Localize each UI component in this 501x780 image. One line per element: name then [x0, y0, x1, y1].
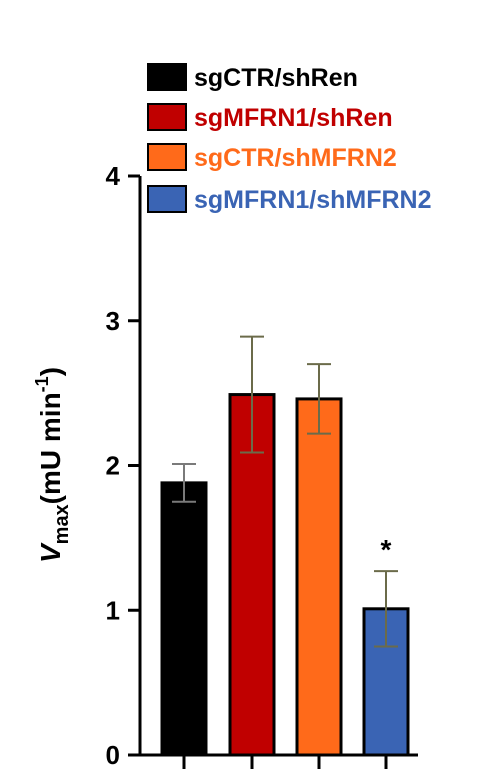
x-ticks — [182, 755, 388, 769]
ylabel-sub: max — [51, 504, 73, 544]
legend-item: sgCTR/shMFRN2 — [147, 143, 397, 172]
legend-label: sgCTR/shRen — [194, 64, 358, 92]
bars — [160, 393, 410, 757]
y-axis-label: Vmax(mU min-1) — [32, 367, 73, 563]
legend-label: sgMFRN1/shRen — [194, 104, 393, 132]
legend-item: sgCTR/shRen — [147, 63, 358, 92]
legend-item: sgMFRN1/shRen — [147, 103, 393, 132]
significance-marks: * — [381, 534, 392, 565]
y-ticks: 0 1 2 3 4 — [106, 161, 140, 770]
y-tick-label: 0 — [106, 740, 120, 770]
ylabel-rest: (mU min — [35, 392, 66, 504]
error-bar — [172, 463, 196, 503]
y-tick-label: 4 — [106, 161, 121, 191]
y-tick-label: 2 — [106, 451, 120, 481]
legend-swatch — [147, 143, 187, 171]
y-tick-label: 1 — [106, 595, 120, 625]
legend-swatch — [147, 63, 187, 91]
legend-label: sgCTR/shMFRN2 — [194, 144, 397, 172]
ylabel-close: ) — [35, 367, 66, 376]
legend-item: sgMFRN1/shMFRN2 — [147, 185, 432, 214]
ylabel-sup: -1 — [32, 376, 52, 392]
error-bar — [307, 363, 331, 435]
significance-mark: * — [381, 534, 392, 565]
error-bars — [172, 335, 398, 648]
legend-label: sgMFRN1/shMFRN2 — [194, 186, 432, 214]
y-tick-label: 3 — [106, 306, 120, 336]
legend-swatch — [147, 103, 187, 131]
legend: sgCTR/shRen sgMFRN1/shRen sgCTR/shMFRN2 sgM… — [147, 63, 432, 214]
error-bar — [240, 335, 264, 454]
ylabel-var: V — [35, 542, 66, 563]
error-bar — [374, 570, 398, 648]
legend-swatch — [147, 185, 187, 213]
bar — [228, 393, 276, 757]
bar — [160, 481, 208, 757]
bar — [295, 397, 343, 757]
